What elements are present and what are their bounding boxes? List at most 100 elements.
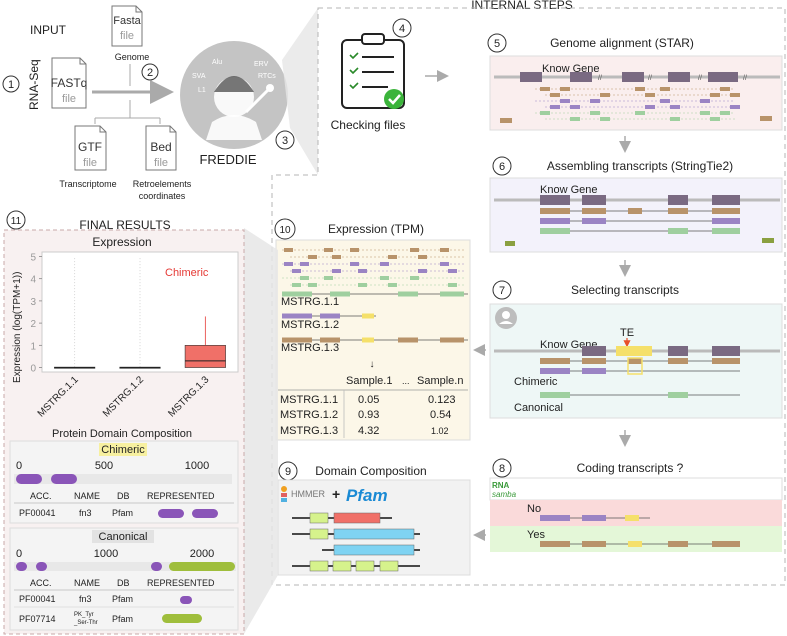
step-10-badge: 10 — [274, 218, 296, 240]
hmmer-label: HMMER — [291, 489, 325, 499]
step5-break-mark-1: // — [598, 75, 602, 82]
chimeric-row-1-name: fn3 — [79, 508, 92, 518]
ytick-label-3: 3 — [30, 297, 36, 308]
step-6-label: Assembling transcripts (StringTie2) — [547, 159, 733, 173]
step6-gene-exon-4 — [712, 195, 740, 205]
step9-domain-row-1-block-2 — [333, 512, 381, 524]
step5-read-1-7 — [720, 87, 730, 91]
step6-transcript-2-exon-2 — [582, 218, 606, 224]
step9-domain-row-4-block-3 — [355, 560, 375, 572]
step5-break-mark-4: // — [743, 75, 747, 82]
step10-read-2-6 — [418, 255, 427, 259]
step7-gene-exon-3 — [668, 346, 688, 356]
bed-file-icon: Bed file — [145, 125, 177, 171]
canonical-row-2-represented — [162, 614, 202, 623]
bed-file-word: file — [154, 157, 168, 169]
step-11-badge: 11 — [6, 210, 26, 230]
step8-no-transcript-exon-3 — [625, 515, 639, 521]
step6-stray-1 — [505, 241, 515, 246]
step-6-badge: 6 — [492, 156, 512, 176]
step6-transcript-3-exon-1 — [540, 228, 570, 234]
step10-read-6-4 — [358, 283, 367, 287]
step7-transcript-1-exon-5 — [712, 358, 740, 364]
ytick-label-1: 1 — [30, 341, 36, 352]
step10-read-5-2 — [300, 276, 309, 280]
ytick-label-0: 0 — [30, 364, 36, 375]
step5-read-3-5 — [660, 99, 670, 103]
step8-no-transcript-exon-2 — [582, 515, 606, 521]
te-label: TE — [620, 327, 634, 339]
step10-transcript-1-exon-1 — [282, 291, 312, 297]
step5-read-2-3 — [600, 93, 610, 97]
tpm-transcript-3: MSTRG.1.3 — [281, 342, 339, 354]
expression-title: Expression — [92, 235, 151, 249]
step7-transcript-1-exon-4 — [668, 358, 688, 364]
chimeric-header-acc: ACC. — [30, 491, 52, 501]
freddie-title: FREDDIE — [199, 152, 256, 167]
step9-domain-row-2-block-1 — [309, 528, 329, 540]
gtf-file-icon: GTF file — [74, 125, 107, 171]
no-label: No — [527, 503, 541, 515]
step6-gene-exon-2 — [582, 195, 606, 205]
step5-read-2-1 — [550, 93, 560, 97]
step5-read-3-3 — [590, 99, 600, 103]
gtf-file-word: file — [83, 157, 97, 169]
expression-ylabel: Expression (log(TPM+1)) — [12, 272, 23, 383]
tpm-row-1-sn: 0.123 — [428, 394, 456, 406]
step-3-badge: 3 — [275, 130, 295, 150]
tpm-row-3-id: MSTRG.1.3 — [280, 425, 338, 437]
step6-transcript-3-exon-2 — [668, 228, 688, 234]
chimeric-heading: Chimeric — [101, 444, 145, 456]
step5-read-4-5 — [670, 105, 680, 109]
coordinates-label: coordinates — [139, 191, 186, 201]
step9-domain-row-2-block-2 — [333, 528, 415, 540]
step5-read-6-2 — [570, 117, 580, 121]
step6-transcript-3-exon-3 — [712, 228, 740, 234]
chimeric-label: Chimeric — [514, 376, 558, 388]
step10-read-4-7 — [448, 269, 457, 273]
input-title: INPUT — [30, 23, 67, 37]
step-5-number: 5 — [494, 38, 500, 50]
canonical-row-1-db: Pfam — [112, 594, 133, 604]
canonical-row-2-db: Pfam — [112, 614, 133, 624]
rnasamba-logo-bottom: samba — [492, 490, 517, 499]
tpm-col-sample-n: Sample.n — [417, 375, 463, 387]
step10-read-2-2 — [308, 255, 317, 259]
step10-read-3-1 — [284, 262, 293, 266]
step-6-gene-label: Know Gene — [540, 184, 597, 196]
canonical-heading-highlight — [92, 530, 154, 543]
step-4-number: 4 — [399, 23, 405, 35]
internal-title: INTERNAL STEPS — [471, 0, 573, 12]
logo-word-5: RTCs — [258, 73, 276, 80]
step-7-number: 7 — [499, 285, 505, 297]
chimeric-heading-highlight — [99, 443, 147, 456]
chimeric-tick-0: 0 — [16, 460, 22, 472]
canonical-fn3-domain-2 — [36, 562, 47, 571]
step-9-label: Domain Composition — [315, 464, 426, 478]
step6-gene-exon-1 — [540, 195, 570, 205]
canonical-pk-domain — [169, 562, 235, 571]
step7-gene-exon-4 — [712, 346, 740, 356]
selector-logo-icon — [495, 307, 517, 329]
step10-transcript-3-exon-1 — [282, 337, 312, 343]
step-8-no-panel — [490, 500, 782, 526]
yes-label: Yes — [527, 529, 545, 541]
box-body-3 — [184, 345, 226, 368]
step10-transcript-3-exon-4 — [398, 337, 418, 343]
step-9-badge: 9 — [278, 461, 298, 481]
step-6-transcript-tracks — [494, 195, 780, 246]
step6-transcript-1-exon-4 — [668, 208, 688, 214]
step10-transcript-1-exon-3 — [398, 291, 418, 297]
step5-gene-exon-2 — [570, 72, 592, 82]
rna-seq-label: RNA-Seq — [27, 59, 41, 110]
genome-label: Genome — [115, 52, 150, 62]
step5-stray-read-2 — [760, 116, 772, 121]
canonical-header-acc: ACC. — [30, 578, 52, 588]
canonical-row-1-acc: PF00041 — [19, 594, 56, 604]
step-7-badge: 7 — [492, 280, 512, 300]
logo-word-3: ERV — [254, 61, 269, 68]
retroelements-label: Retroelements — [133, 179, 192, 189]
step5-read-3-2 — [560, 99, 570, 103]
step-8-yes-panel — [490, 526, 782, 552]
